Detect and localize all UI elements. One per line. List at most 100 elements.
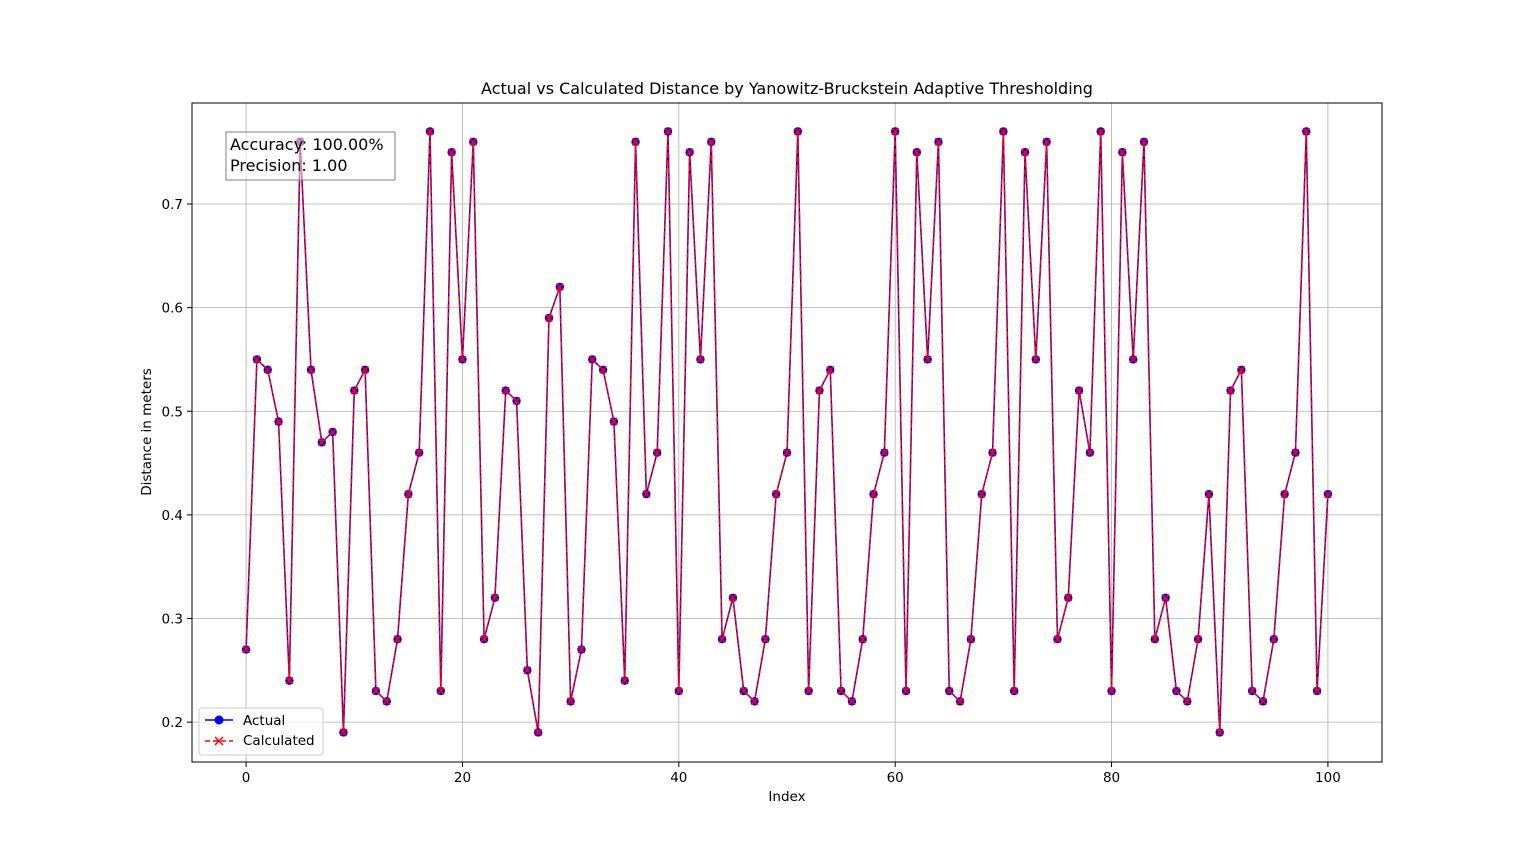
- data-point-calculated: [458, 355, 467, 364]
- data-point-calculated: [1324, 490, 1332, 498]
- data-point-calculated: [1096, 127, 1105, 136]
- data-point-calculated: [696, 355, 705, 364]
- precision-text: Precision: 1.00: [230, 156, 348, 175]
- legend-actual-label: Actual: [243, 713, 285, 729]
- y-tick-label: 0.4: [162, 508, 183, 524]
- data-point-calculated: [1237, 365, 1246, 374]
- data-point-calculated: [415, 448, 424, 457]
- data-point-calculated: [350, 386, 359, 395]
- data-point-calculated: [858, 635, 867, 644]
- annotation-box: [225, 131, 396, 181]
- data-point-calculated: [729, 593, 737, 602]
- data-point-calculated: [1064, 593, 1073, 602]
- data-point-calculated: [404, 490, 413, 498]
- data-point-calculated: [263, 365, 272, 374]
- data-point-calculated: [393, 635, 402, 644]
- data-point-calculated: [534, 728, 543, 737]
- data-point-calculated: [1031, 355, 1040, 364]
- data-point-calculated: [317, 438, 326, 447]
- legend-calculated-label: Calculated: [243, 733, 315, 749]
- data-point-calculated: [501, 386, 510, 395]
- data-point-calculated: [923, 355, 932, 364]
- data-point-calculated: [1172, 687, 1181, 695]
- data-point-calculated: [1302, 127, 1311, 136]
- data-point-calculated: [339, 728, 348, 737]
- data-point-calculated: [967, 635, 975, 644]
- x-tick-label: 20: [454, 770, 471, 786]
- data-point-calculated: [426, 127, 434, 136]
- data-point-calculated: [826, 365, 835, 374]
- data-point-calculated: [1269, 635, 1278, 644]
- data-point-calculated: [242, 645, 250, 654]
- series-calculated: [242, 127, 1332, 737]
- data-point-calculated: [620, 676, 629, 685]
- data-point-calculated: [653, 448, 662, 457]
- data-point-calculated: [848, 697, 856, 706]
- data-point-calculated: [945, 687, 954, 695]
- gridlines: [192, 103, 1382, 762]
- plot-frame: [191, 102, 1383, 763]
- data-point-calculated: [545, 314, 553, 322]
- data-point-calculated: [685, 148, 694, 157]
- y-tick-label: 0.5: [162, 404, 183, 420]
- data-point-calculated: [555, 283, 564, 291]
- data-point-calculated: [718, 635, 726, 644]
- x-tick-label: 40: [670, 770, 687, 786]
- data-point-calculated: [988, 448, 997, 457]
- data-point-calculated: [902, 687, 910, 695]
- data-point-calculated: [1129, 355, 1138, 364]
- x-tick-label: 100: [1315, 770, 1341, 786]
- data-point-calculated: [804, 687, 813, 695]
- metrics-annotation: Accuracy: 100.00% Precision: 1.00: [225, 131, 396, 181]
- data-point-calculated: [274, 417, 283, 426]
- data-point-calculated: [1140, 138, 1148, 146]
- chart-title: Actual vs Calculated Distance by Yanowit…: [481, 79, 1093, 98]
- data-point-calculated: [750, 697, 759, 706]
- data-point-calculated: [1259, 697, 1267, 706]
- data-point-calculated: [491, 593, 499, 602]
- data-point-calculated: [253, 355, 261, 364]
- legend-actual-marker: [214, 715, 224, 725]
- data-point-calculated: [891, 127, 900, 136]
- data-point-calculated: [523, 666, 532, 675]
- data-point-calculated: [880, 448, 889, 457]
- data-point-calculated: [912, 148, 921, 157]
- data-point-calculated: [566, 697, 575, 706]
- data-point-calculated: [382, 697, 391, 706]
- data-point-calculated: [610, 417, 618, 426]
- data-point-calculated: [307, 365, 315, 374]
- data-point-calculated: [1280, 490, 1289, 498]
- data-point-calculated: [783, 448, 791, 457]
- data-point-calculated: [1086, 448, 1094, 457]
- data-point-calculated: [599, 365, 607, 374]
- data-point-calculated: [1150, 635, 1159, 644]
- axes: 0 20 40 60 80 100 0.2 0.3 0.4 0.5 0.6 0.7: [162, 197, 1341, 786]
- data-point-calculated: [1118, 148, 1127, 157]
- data-point-calculated: [1248, 687, 1257, 695]
- data-point-calculated: [1021, 148, 1029, 157]
- data-point-calculated: [956, 697, 964, 706]
- y-tick-label: 0.6: [162, 301, 183, 317]
- data-point-calculated: [999, 127, 1008, 136]
- y-axis-label: Distance in meters: [139, 368, 155, 496]
- data-point-calculated: [361, 365, 369, 374]
- data-point-calculated: [815, 386, 824, 395]
- data-point-calculated: [1042, 138, 1051, 146]
- x-tick-label: 60: [887, 770, 904, 786]
- data-point-calculated: [285, 676, 294, 685]
- legend-calculated-marker: [214, 736, 224, 746]
- data-point-calculated: [588, 355, 597, 364]
- y-tick-label: 0.7: [162, 197, 183, 213]
- data-point-calculated: [1205, 490, 1213, 498]
- data-point-calculated: [761, 635, 770, 644]
- legend: Actual Calculated: [198, 707, 324, 756]
- x-axis-label: Index: [768, 789, 805, 805]
- data-point-calculated: [977, 490, 986, 498]
- x-tick-label: 0: [242, 770, 251, 786]
- data-point-calculated: [469, 138, 478, 146]
- data-point-calculated: [1313, 687, 1321, 695]
- y-tick-label: 0.3: [162, 611, 183, 627]
- data-point-calculated: [739, 687, 748, 695]
- data-point-calculated: [1215, 728, 1224, 737]
